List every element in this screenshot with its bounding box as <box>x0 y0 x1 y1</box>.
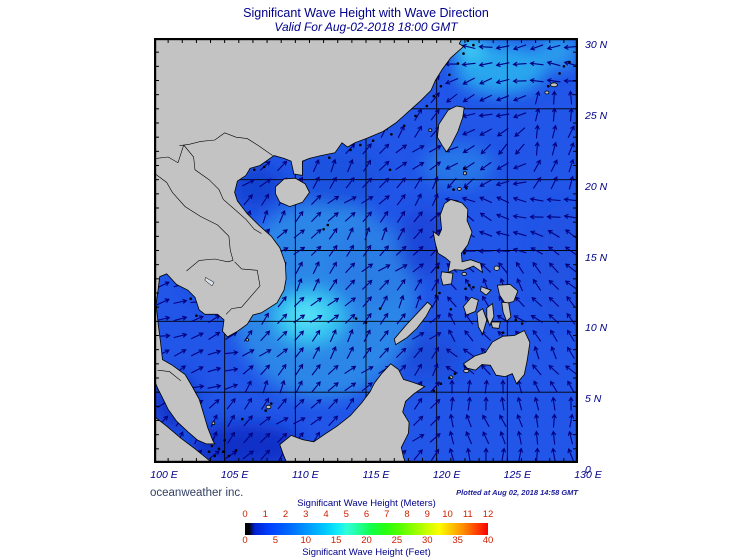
lat-label-15N: 15 N <box>585 251 608 264</box>
colorbar-gradient <box>245 523 488 535</box>
lat-label-10N: 10 N <box>585 322 608 335</box>
map-area <box>153 37 579 464</box>
colorbar-title-feet: Significant Wave Height (Feet) <box>302 547 431 558</box>
feet-tick-40: 40 <box>482 535 494 546</box>
credit-text: oceanweather inc. <box>150 487 244 499</box>
feet-tick-15: 15 <box>330 535 342 546</box>
feet-tick-10: 10 <box>300 535 312 546</box>
meters-tick-6: 6 <box>363 509 370 520</box>
feet-tick-35: 35 <box>452 535 463 546</box>
feet-tick-25: 25 <box>391 535 403 546</box>
page-title: Significant Wave Height with Wave Direct… <box>243 6 489 20</box>
colorbar-title-meters: Significant Wave Height (Meters) <box>297 498 436 509</box>
lon-label-120E: 120 E <box>432 469 461 481</box>
feet-tick-20: 20 <box>361 535 372 546</box>
lon-label-130E: 130 E <box>574 469 602 481</box>
map-frame <box>153 37 579 464</box>
lat-label-20N: 20 N <box>585 180 608 193</box>
meters-tick-3: 3 <box>303 509 309 520</box>
meters-tick-0: 0 <box>242 509 248 520</box>
meters-tick-4: 4 <box>323 509 329 520</box>
meters-tick-2: 2 <box>282 509 289 520</box>
meters-tick-5: 5 <box>343 509 349 520</box>
lon-label-110E: 110 E <box>291 469 319 481</box>
meters-tick-12: 12 <box>482 509 494 520</box>
lon-label-115E: 115 E <box>362 469 390 481</box>
plotted-timestamp: Plotted at Aug 02, 2018 14:58 GMT <box>456 488 578 497</box>
map-canvas <box>153 37 579 464</box>
lon-label-125E: 125 E <box>503 469 532 481</box>
lat-label-30N: 30 N <box>585 39 608 51</box>
meters-tick-9: 9 <box>424 509 430 520</box>
meters-tick-1: 1 <box>262 509 268 520</box>
meters-tick-11: 11 <box>462 509 473 520</box>
lon-label-105E: 105 E <box>220 469 249 481</box>
country-borders <box>155 132 273 382</box>
feet-tick-0: 0 <box>242 535 248 546</box>
lat-label-25N: 25 N <box>585 109 608 122</box>
lat-label-0: 0 <box>585 464 591 476</box>
feet-tick-5: 5 <box>272 535 279 546</box>
lat-label-5N: 5 N <box>585 393 602 406</box>
meters-tick-7: 7 <box>384 509 390 520</box>
lon-label-100E: 100 E <box>150 469 178 481</box>
valid-time-subtitle: Valid For Aug-02-2018 18:00 GMT <box>274 20 458 34</box>
feet-tick-30: 30 <box>421 535 433 546</box>
meters-tick-10: 10 <box>442 509 453 520</box>
land-layer <box>154 38 571 463</box>
meters-tick-8: 8 <box>404 509 410 520</box>
